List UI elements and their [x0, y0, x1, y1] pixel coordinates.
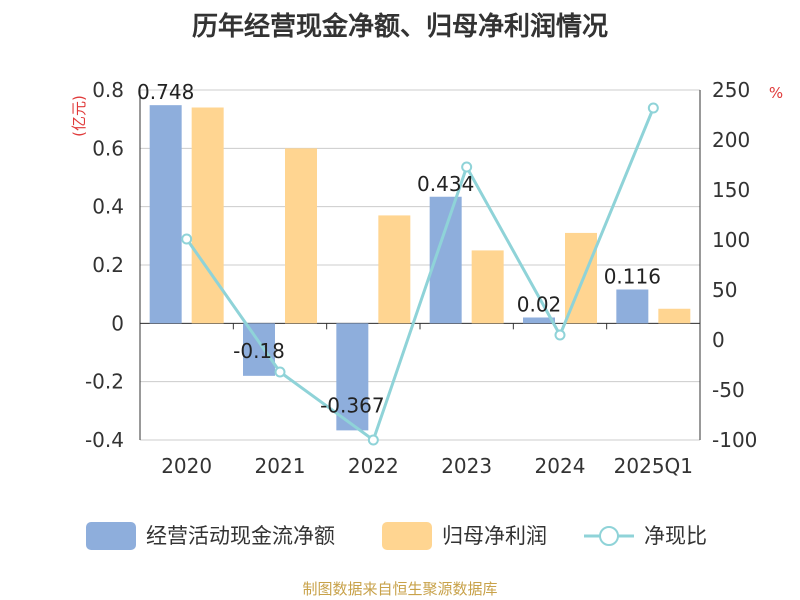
x-tick-label: 2023	[441, 454, 492, 478]
data-label-cash: 0.434	[417, 172, 474, 196]
bar-net-profit	[285, 148, 317, 324]
line-net-cash-ratio	[185, 107, 655, 443]
legend-swatch	[382, 522, 432, 550]
ratio-point	[367, 434, 379, 446]
ratio-point	[647, 102, 659, 114]
y2-tick-label: 100	[712, 228, 750, 252]
bar-net-profit	[191, 107, 224, 324]
data-label-cash: -0.367	[320, 393, 384, 417]
legend-label: 经营活动现金流净额	[146, 524, 335, 548]
y-tick-label: 0.2	[92, 253, 124, 277]
bar-cash-flow	[523, 317, 555, 324]
legend-label: 净现比	[644, 524, 707, 548]
ratio-point	[181, 233, 193, 245]
y2-tick-label: -50	[712, 378, 745, 402]
y2-axis-unit: %	[769, 84, 783, 102]
y2-tick-label: 200	[712, 128, 750, 152]
data-label-cash: 0.02	[517, 293, 562, 317]
y-tick-label: 0	[111, 311, 124, 335]
bar-net-profit	[471, 250, 504, 324]
bar-cash-flow	[243, 323, 275, 376]
ratio-point	[274, 366, 286, 378]
y2-tick-label: 150	[712, 178, 750, 202]
legend-label: 归母净利润	[442, 524, 547, 548]
data-label-cash: -0.18	[233, 339, 285, 363]
legend-swatch-marker	[599, 526, 619, 546]
y2-tick-label: 250	[712, 78, 750, 102]
ratio-point	[461, 161, 473, 173]
x-tick-label: 2020	[161, 454, 212, 478]
source-note: 制图数据来自恒生聚源数据库	[302, 580, 498, 598]
y-tick-label: 0.4	[92, 195, 124, 219]
legend-swatch	[86, 522, 136, 550]
bar-net-profit	[658, 308, 691, 324]
y2-tick-label: -100	[712, 428, 757, 452]
y2-tick-label: 50	[712, 278, 737, 302]
y-tick-label: -0.4	[85, 428, 124, 452]
x-tick-label: 2024	[535, 454, 586, 478]
y-tick-label: -0.2	[85, 370, 124, 394]
x-tick-label: 2022	[348, 454, 399, 478]
bar-cash-flow	[149, 105, 182, 324]
y2-tick-label: 0	[712, 328, 725, 352]
bar-net-profit	[378, 215, 411, 324]
x-tick-label: 2025Q1	[614, 454, 693, 478]
y-tick-label: 0.6	[92, 136, 124, 160]
ratio-point	[554, 329, 566, 341]
bar-cash-flow	[336, 323, 369, 431]
y-tick-label: 0.8	[92, 78, 124, 102]
x-tick-label: 2021	[255, 454, 306, 478]
chart-title: 历年经营现金净额、归母净利润情况	[191, 12, 608, 42]
data-label-cash: 0.116	[604, 265, 661, 289]
bar-cash-flow	[616, 289, 649, 324]
y-axis-unit: (亿元)	[70, 95, 88, 137]
data-label-cash: 0.748	[137, 80, 194, 104]
